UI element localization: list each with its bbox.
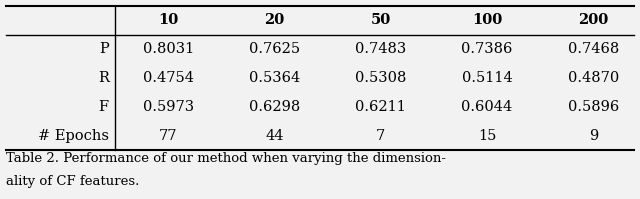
Text: 0.6044: 0.6044 bbox=[461, 100, 513, 114]
Text: # Epochs: # Epochs bbox=[38, 129, 109, 143]
Text: 0.7625: 0.7625 bbox=[249, 42, 300, 56]
Text: 15: 15 bbox=[478, 129, 496, 143]
Text: 7: 7 bbox=[376, 129, 385, 143]
Text: 10: 10 bbox=[158, 13, 179, 27]
Text: Table 2. Performance of our method when varying the dimension-: Table 2. Performance of our method when … bbox=[6, 152, 447, 165]
Text: ality of CF features.: ality of CF features. bbox=[6, 175, 140, 188]
Text: 0.6211: 0.6211 bbox=[355, 100, 406, 114]
Text: 0.7386: 0.7386 bbox=[461, 42, 513, 56]
Text: 0.5973: 0.5973 bbox=[143, 100, 194, 114]
Text: 0.5308: 0.5308 bbox=[355, 71, 406, 85]
Text: F: F bbox=[99, 100, 109, 114]
Text: 0.6298: 0.6298 bbox=[249, 100, 300, 114]
Text: 0.7468: 0.7468 bbox=[568, 42, 619, 56]
Text: 77: 77 bbox=[159, 129, 177, 143]
Text: 0.4754: 0.4754 bbox=[143, 71, 194, 85]
Text: 20: 20 bbox=[264, 13, 285, 27]
Text: 200: 200 bbox=[578, 13, 609, 27]
Text: 0.5896: 0.5896 bbox=[568, 100, 619, 114]
Text: 50: 50 bbox=[371, 13, 391, 27]
Text: 100: 100 bbox=[472, 13, 502, 27]
Text: 44: 44 bbox=[266, 129, 284, 143]
Text: 0.8031: 0.8031 bbox=[143, 42, 194, 56]
Text: 0.7483: 0.7483 bbox=[355, 42, 406, 56]
Text: 9: 9 bbox=[589, 129, 598, 143]
Text: 0.5114: 0.5114 bbox=[461, 71, 513, 85]
Text: P: P bbox=[99, 42, 109, 56]
Text: 0.4870: 0.4870 bbox=[568, 71, 619, 85]
Text: 0.5364: 0.5364 bbox=[249, 71, 300, 85]
Text: R: R bbox=[98, 71, 109, 85]
